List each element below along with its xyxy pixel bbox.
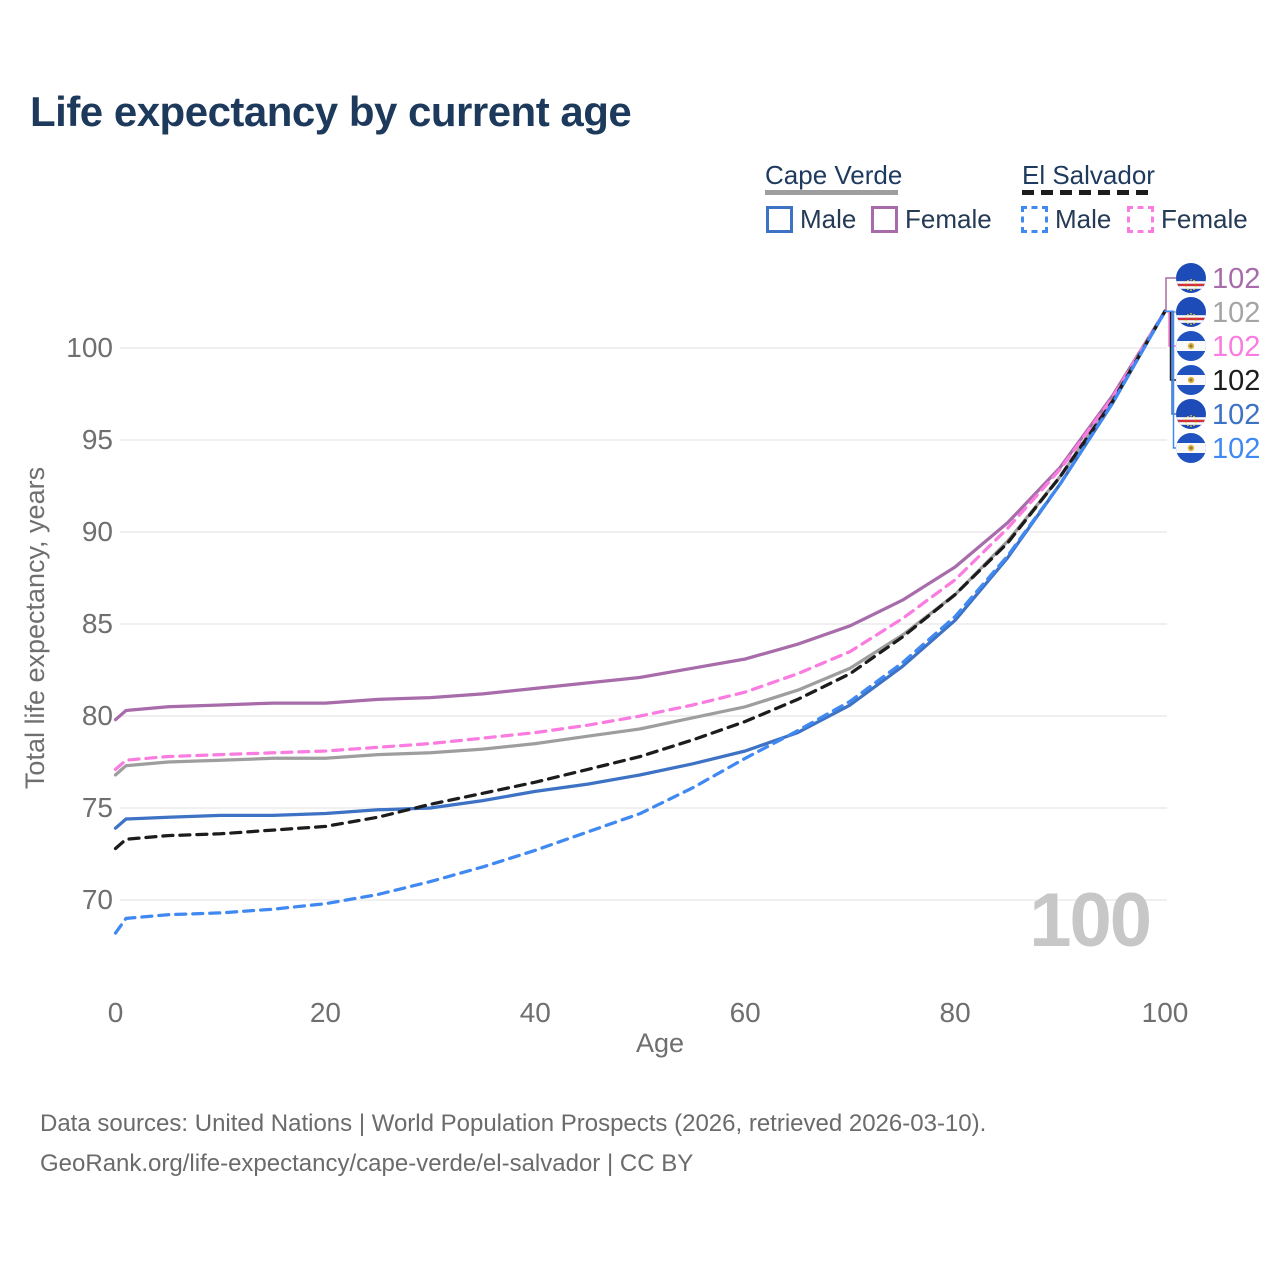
end-value-el-salvador-female: 102 (1212, 331, 1260, 363)
leader-line-cape-verde-female (1164, 277, 1176, 312)
flag-icon-cape-verde (1176, 297, 1206, 327)
x-tick-label: 40 (520, 997, 551, 1028)
end-value-el-salvador-both-sexes: 102 (1212, 365, 1260, 397)
legend-item-cape-verde-male[interactable]: Male (766, 205, 856, 233)
series-line-cape-verde-both-sexes (113, 309, 1167, 777)
flag-icon-el-salvador (1176, 365, 1206, 395)
footer: Data sources: United Nations | World Pop… (40, 1104, 986, 1184)
y-tick-label: 75 (82, 792, 113, 823)
flag-icon-cape-verde (1176, 399, 1206, 429)
legend-item-el-salvador-female[interactable]: Female (1127, 205, 1248, 233)
x-tick-label: 60 (730, 997, 761, 1028)
legend-group-cape-verde: Cape Verde (765, 160, 903, 190)
end-value-el-salvador-male: 102 (1212, 433, 1260, 465)
data-sources-text: Data sources: United Nations | World Pop… (40, 1110, 987, 1137)
x-tick-label: 100 (1142, 997, 1189, 1028)
x-tick-label: 20 (310, 997, 341, 1028)
flag-icon-cape-verde (1176, 263, 1206, 293)
legend-item-cape-verde-female[interactable]: Female (871, 205, 992, 233)
y-tick-label: 95 (82, 424, 113, 455)
x-tick-label: 80 (940, 997, 971, 1028)
flag-icon-el-salvador (1176, 331, 1206, 361)
series-line-cape-verde-female (113, 309, 1167, 722)
end-value-cape-verde-both-sexes: 102 (1212, 297, 1260, 329)
legend-line-sample-cape-verde (765, 190, 898, 195)
end-value-cape-verde-male: 102 (1212, 399, 1260, 431)
swatch-el-salvador-male-icon (1021, 205, 1048, 233)
gridlines (120, 347, 1167, 901)
leader-line-el-salvador-male (1164, 310, 1176, 449)
x-tick-label: 0 (108, 997, 124, 1028)
end-value-cape-verde-female: 102 (1212, 263, 1260, 295)
legend-item-label: Female (905, 204, 992, 234)
x-axis-title: Age (636, 1028, 684, 1058)
series-line-el-salvador-male (113, 309, 1167, 935)
y-tick-label: 85 (82, 608, 113, 639)
flag-icon-el-salvador (1176, 433, 1206, 463)
legend-item-label: Male (1055, 204, 1112, 234)
series-line-cape-verde-male (113, 309, 1167, 830)
page-title: Life expectancy by current age (30, 88, 632, 135)
legend-group-el-salvador: El Salvador (1022, 160, 1155, 190)
source-url-text: GeoRank.org/life-expectancy/cape-verde/e… (40, 1150, 694, 1177)
legend-item-label: Male (800, 204, 857, 234)
y-tick-label: 70 (82, 884, 113, 915)
age-watermark: 100 (1029, 878, 1150, 963)
swatch-cape-verde-male-icon (766, 205, 793, 233)
swatch-el-salvador-female-icon (1127, 205, 1154, 233)
legend-item-el-salvador-male[interactable]: Male (1021, 205, 1111, 233)
y-tick-label: 90 (82, 516, 113, 547)
legend-item-label: Female (1161, 204, 1248, 234)
y-tick-label: 100 (66, 332, 113, 363)
swatch-cape-verde-female-icon (871, 205, 898, 233)
y-tick-label: 80 (82, 700, 113, 731)
series-line-el-salvador-female (113, 309, 1167, 772)
series-line-el-salvador-both-sexes (113, 309, 1167, 851)
y-axis-title: Total life expectancy, years (20, 467, 50, 789)
legend-line-sample-el-salvador (1022, 190, 1148, 195)
